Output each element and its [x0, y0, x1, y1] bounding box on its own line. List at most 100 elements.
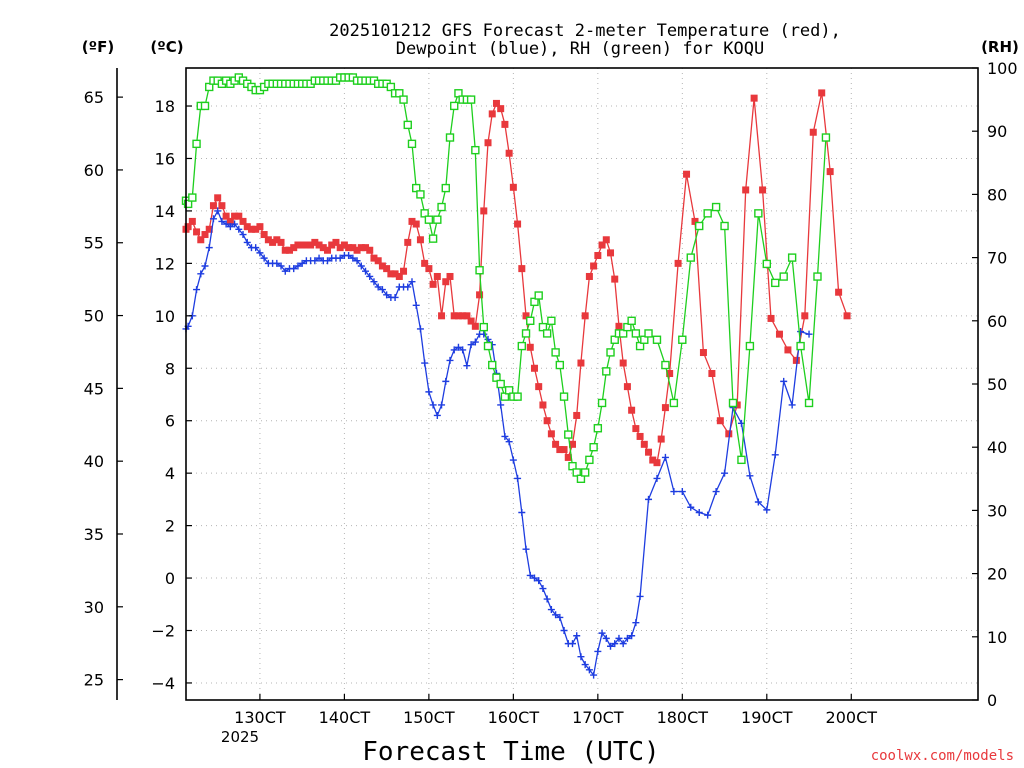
temperature-point [239, 217, 247, 225]
relative-humidity-point [445, 133, 455, 142]
temperature-point [666, 370, 674, 378]
dewpoint-point [763, 506, 771, 514]
relative-humidity-point [496, 379, 505, 389]
temperature-point [438, 312, 446, 320]
dewpoint-point [429, 401, 437, 409]
dewpoint-point [252, 244, 260, 252]
celsius-tick-label: 10 [155, 307, 175, 326]
dewpoint-point [226, 223, 234, 231]
temperature-point [649, 456, 657, 464]
dewpoint-point [788, 401, 796, 409]
relative-humidity-point [500, 392, 510, 401]
x-axis-title: Forecast Time (UTC) [362, 737, 659, 767]
temperature-point [214, 194, 222, 202]
dewpoint-point [412, 301, 420, 309]
celsius-tick-label: 12 [155, 254, 175, 273]
relative-humidity-point [403, 120, 412, 130]
dewpoint-point [370, 278, 378, 286]
relative-humidity-point [678, 335, 687, 344]
temperature-point [201, 231, 209, 239]
temperature-point [302, 241, 310, 249]
relative-humidity-point [627, 316, 636, 325]
temperature-point [446, 272, 454, 280]
temperature-point [750, 94, 758, 102]
relative-humidity-point [720, 221, 729, 231]
relative-humidity-point [416, 190, 425, 199]
rh-tick-label: 40 [987, 438, 1007, 457]
dewpoint-point [378, 286, 386, 294]
dewpoint-point [556, 613, 564, 621]
relative-humidity-point [669, 398, 679, 408]
relative-humidity-point [745, 341, 755, 351]
temperature-point [188, 217, 196, 225]
temperature-series [182, 89, 851, 467]
dewpoint-point [581, 661, 589, 669]
relative-humidity-point [399, 95, 408, 104]
relative-humidity-point [433, 215, 442, 224]
dewpoint-point [797, 328, 805, 336]
relative-humidity-point [437, 202, 446, 212]
relative-humidity-point [695, 221, 704, 231]
dewpoint-line [185, 209, 810, 677]
temperature-point [311, 238, 319, 246]
dewpoint-point [712, 488, 720, 496]
dewpoint-point [222, 220, 230, 228]
dewpoint-point [661, 453, 669, 461]
dewpoint-point [353, 257, 361, 265]
temperature-point [324, 246, 332, 254]
temperature-point [290, 244, 298, 252]
celsius-tick-label: 4 [165, 464, 175, 483]
fahrenheit-axis-label: (ºF) [82, 38, 114, 56]
dewpoint-point [201, 262, 209, 270]
temperature-point [383, 265, 391, 273]
relative-humidity-point [711, 202, 721, 212]
temperature-point [366, 246, 374, 254]
relative-humidity-point [652, 335, 662, 344]
temperature-point [492, 99, 500, 107]
relative-humidity-point [475, 266, 484, 275]
relative-humidity-point [576, 474, 586, 483]
temperature-point [628, 406, 636, 414]
celsius-tick-label: 0 [165, 569, 175, 588]
temperature-point [581, 312, 589, 320]
temperature-point [205, 225, 213, 233]
time-tick-label: 170CT [572, 708, 624, 727]
temperature-point [708, 370, 716, 378]
dewpoint-series [182, 207, 813, 679]
dewpoint-point [585, 666, 593, 674]
temperature-point [653, 459, 661, 467]
temperature-point [835, 288, 843, 296]
dewpoint-point [645, 495, 653, 503]
temperature-point [476, 291, 484, 299]
rh-tick-label: 60 [987, 312, 1007, 331]
temperature-point [594, 252, 602, 260]
relative-humidity-point [589, 443, 598, 452]
dewpoint-point [391, 293, 399, 301]
dewpoint-point [522, 545, 530, 553]
relative-humidity-point [568, 461, 577, 471]
relative-humidity-point [386, 82, 396, 92]
relative-humidity-point [771, 278, 780, 288]
relative-humidity-point [754, 209, 763, 218]
dewpoint-point [471, 338, 479, 346]
temperature-point [552, 440, 560, 448]
relative-humidity-point [547, 316, 556, 325]
dewpoint-point [526, 571, 534, 579]
dewpoint-point [239, 231, 247, 239]
dewpoint-point [670, 488, 678, 496]
temperature-point [429, 280, 437, 288]
rh-tick-label: 50 [987, 375, 1007, 394]
temperature-point [285, 246, 293, 254]
dewpoint-point [446, 356, 454, 364]
temperature-point [590, 262, 598, 270]
relative-humidity-point [412, 183, 421, 193]
rh-axis: 0 10 20 30 40 50 60 70 80 90 100 [972, 59, 1018, 710]
relative-humidity-point [813, 272, 822, 281]
dewpoint-point [459, 346, 467, 354]
relative-humidity-point [188, 193, 197, 202]
temperature-point [336, 244, 344, 252]
dewpoint-point [315, 254, 323, 262]
temperature-point [421, 259, 429, 267]
temperature-point [657, 435, 665, 443]
